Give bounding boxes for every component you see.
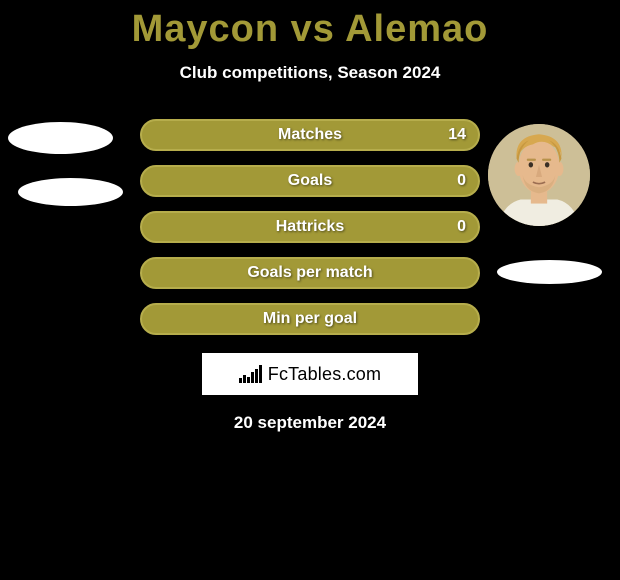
stat-value-right: 0 — [457, 218, 466, 236]
page-title: Maycon vs Alemao — [0, 8, 620, 51]
stat-label: Min per goal — [263, 310, 357, 328]
stat-value-right: 0 — [457, 172, 466, 190]
avatar-illustration-icon — [488, 124, 590, 226]
stat-value-right: 14 — [448, 126, 466, 144]
brand-box[interactable]: FcTables.com — [202, 353, 418, 395]
subtitle: Club competitions, Season 2024 — [0, 63, 620, 83]
snapshot-date: 20 september 2024 — [0, 413, 620, 433]
title-player1: Maycon — [132, 8, 279, 50]
comparison-card: Maycon vs Alemao Club competitions, Seas… — [0, 0, 620, 580]
bar-chart-icon — [239, 365, 262, 383]
player2-avatar — [488, 124, 590, 226]
stat-label: Matches — [278, 126, 342, 144]
left-placeholder-2 — [18, 178, 123, 206]
stat-row-min-per-goal: Min per goal — [140, 303, 480, 335]
brand-text: FcTables.com — [268, 364, 381, 385]
stat-row-hattricks: Hattricks 0 — [140, 211, 480, 243]
stat-row-goals-per-match: Goals per match — [140, 257, 480, 289]
stat-row-goals: Goals 0 — [140, 165, 480, 197]
stat-label: Hattricks — [276, 218, 344, 236]
stat-label: Goals — [288, 172, 332, 190]
title-player2: Alemao — [345, 8, 488, 50]
stat-label: Goals per match — [247, 264, 372, 282]
left-placeholder-1 — [8, 122, 113, 154]
stat-row-matches: Matches 14 — [140, 119, 480, 151]
title-vs: vs — [291, 8, 335, 50]
right-placeholder — [497, 260, 602, 284]
